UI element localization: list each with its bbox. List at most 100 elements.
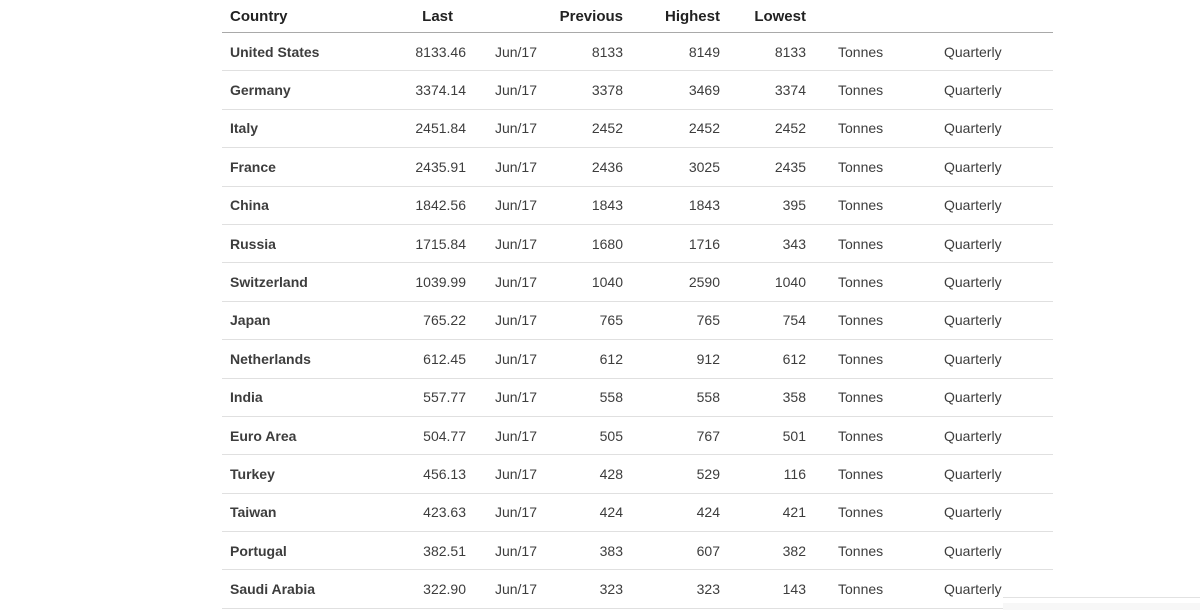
cell-date: Jun/17 [466, 454, 543, 494]
cell-lowest: 382 [720, 531, 806, 571]
cell-unit: Tonnes [806, 301, 928, 341]
cell-country[interactable]: France [222, 147, 391, 187]
bottom-panel-top-border [1003, 597, 1200, 598]
table-row: France 2435.91 Jun/17 2436 3025 2435 Tonnes Qua… [222, 147, 1053, 187]
cell-frequency: Quarterly [928, 109, 1053, 149]
table-row: Taiwan 423.63 Jun/17 424 424 421 Tonnes Quarter… [222, 493, 1053, 533]
cell-date: Jun/17 [466, 339, 543, 379]
cell-unit: Tonnes [806, 531, 928, 571]
cell-last: 2451.84 [391, 109, 466, 149]
cell-previous: 612 [543, 339, 623, 379]
cell-date: Jun/17 [466, 32, 543, 72]
cell-highest: 3469 [623, 70, 720, 110]
table-row: Japan 765.22 Jun/17 765 765 754 Tonnes Quarterl… [222, 301, 1053, 341]
cell-last: 310.29 [391, 608, 466, 610]
cell-lowest: 2452 [720, 109, 806, 149]
cell-unit: Tonnes [806, 339, 928, 379]
cell-unit: Tonnes [806, 32, 928, 72]
cell-highest: 2452 [623, 109, 720, 149]
cell-lowest: 8133 [720, 32, 806, 72]
header-last[interactable]: Last [391, 0, 466, 33]
cell-highest: 912 [623, 339, 720, 379]
cell-last: 423.63 [391, 493, 466, 533]
cell-highest: 8149 [623, 32, 720, 72]
cell-unit: Tonnes [806, 608, 928, 610]
cell-country[interactable]: China [222, 186, 391, 225]
cell-country[interactable]: United Kingdom [222, 608, 391, 610]
cell-date: Jun/17 [466, 416, 543, 456]
cell-country[interactable]: United States [222, 32, 391, 72]
cell-frequency: Quarterly [928, 339, 1053, 379]
cell-lowest: 310 [720, 608, 806, 610]
cell-unit: Tonnes [806, 454, 928, 494]
cell-frequency: Quarterly [928, 416, 1053, 456]
cell-unit: Tonnes [806, 109, 928, 149]
cell-previous: 310 [543, 608, 623, 610]
cell-country[interactable]: Portugal [222, 531, 391, 571]
cell-lowest: 754 [720, 301, 806, 341]
cell-lowest: 358 [720, 378, 806, 417]
cell-date: Jun/17 [466, 224, 543, 264]
cell-lowest: 1040 [720, 262, 806, 302]
table-row: Italy 2451.84 Jun/17 2452 2452 2452 Tonnes Quar… [222, 109, 1053, 149]
cell-highest: 2590 [623, 262, 720, 302]
cell-date: Jun/17 [466, 569, 543, 609]
cell-country[interactable]: Japan [222, 301, 391, 341]
header-previous[interactable]: Previous [543, 0, 623, 33]
cell-lowest: 343 [720, 224, 806, 264]
cell-highest: 765 [623, 301, 720, 341]
table-row: India 557.77 Jun/17 558 558 358 Tonnes Quarterl… [222, 378, 1053, 417]
cell-country[interactable]: Germany [222, 70, 391, 110]
cell-frequency: Quarterly [928, 32, 1053, 72]
table-row: Saudi Arabia 322.90 Jun/17 323 323 143 Tonnes Q… [222, 569, 1053, 609]
cell-country[interactable]: Taiwan [222, 493, 391, 533]
cell-last: 557.77 [391, 378, 466, 417]
cell-last: 1842.56 [391, 186, 466, 225]
cell-date: Jun/17 [466, 493, 543, 533]
header-highest[interactable]: Highest [623, 0, 720, 33]
cell-highest: 323 [623, 569, 720, 609]
cell-lowest: 2435 [720, 147, 806, 187]
table-row: Portugal 382.51 Jun/17 383 607 382 Tonnes Quart… [222, 531, 1053, 571]
cell-country[interactable]: Switzerland [222, 262, 391, 302]
cell-previous: 558 [543, 378, 623, 417]
cell-lowest: 395 [720, 186, 806, 225]
cell-frequency: Quarterly [928, 378, 1053, 417]
cell-country[interactable]: Turkey [222, 454, 391, 494]
cell-highest: 588 [623, 608, 720, 610]
cell-previous: 765 [543, 301, 623, 341]
header-unit [806, 0, 928, 33]
header-lowest[interactable]: Lowest [720, 0, 806, 33]
cell-highest: 3025 [623, 147, 720, 187]
cell-frequency: Quarterly [928, 493, 1053, 533]
table-row: Switzerland 1039.99 Jun/17 1040 2590 1040 Tonn… [222, 262, 1053, 302]
cell-frequency: Quarterly [928, 262, 1053, 302]
cell-date: Jun/17 [466, 186, 543, 225]
cell-unit: Tonnes [806, 186, 928, 225]
cell-frequency: Quarterly [928, 147, 1053, 187]
cell-date: Jun/17 [466, 70, 543, 110]
cell-frequency: Quarterly [928, 186, 1053, 225]
header-country[interactable]: Country [222, 0, 391, 33]
cell-last: 765.22 [391, 301, 466, 341]
cell-country[interactable]: Euro Area [222, 416, 391, 456]
cell-country[interactable]: India [222, 378, 391, 417]
cell-last: 456.13 [391, 454, 466, 494]
cell-previous: 1040 [543, 262, 623, 302]
cell-unit: Tonnes [806, 224, 928, 264]
table-row: United Kingdom310.29Jun/17310588310Tonne… [222, 608, 1053, 610]
cell-last: 612.45 [391, 339, 466, 379]
cell-last: 8133.46 [391, 32, 466, 72]
cell-date: Jun/17 [466, 531, 543, 571]
cell-last: 1715.84 [391, 224, 466, 264]
cell-lowest: 3374 [720, 70, 806, 110]
cell-frequency: Quarterly [928, 70, 1053, 110]
cell-lowest: 501 [720, 416, 806, 456]
cell-last: 1039.99 [391, 262, 466, 302]
cell-country[interactable]: Italy [222, 109, 391, 149]
cell-country[interactable]: Saudi Arabia [222, 569, 391, 609]
cell-country[interactable]: Netherlands [222, 339, 391, 379]
cell-previous: 1680 [543, 224, 623, 264]
cell-country[interactable]: Russia [222, 224, 391, 264]
